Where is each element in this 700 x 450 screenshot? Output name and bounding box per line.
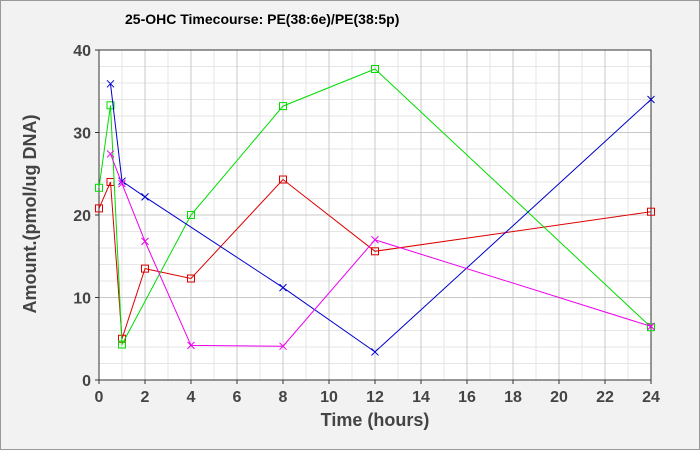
- data-point: [95, 204, 103, 213]
- series-1: [95, 175, 655, 343]
- data-point: [141, 237, 149, 246]
- data-point: [647, 207, 655, 216]
- data-point: [106, 150, 115, 158]
- series-group: [95, 64, 655, 356]
- series-line: [98, 178, 652, 339]
- data-point: [279, 342, 287, 351]
- x-tick-label: 16: [458, 389, 476, 406]
- series-4: [106, 150, 655, 351]
- series-3: [106, 79, 655, 356]
- x-tick-label: 10: [320, 389, 338, 406]
- x-tick-label: 14: [412, 389, 430, 406]
- y-tick-label: 0: [82, 373, 91, 390]
- data-point: [187, 211, 195, 219]
- data-point: [118, 179, 126, 188]
- data-point: [647, 95, 655, 104]
- y-tick-label: 10: [73, 291, 91, 308]
- y-axis-label: Amount.(pmol/ug DNA): [20, 115, 40, 314]
- data-point: [371, 348, 379, 356]
- series-line: [98, 68, 652, 347]
- chart-title: 25-OHC Timecourse: PE(38:6e)/PE(38:5p): [125, 11, 399, 27]
- x-tick-label: 6: [233, 389, 242, 406]
- x-tick-label: 12: [366, 389, 384, 406]
- data-point: [647, 322, 655, 331]
- x-tick-label: 4: [187, 389, 196, 406]
- y-tick-label: 30: [73, 126, 91, 143]
- data-point: [371, 64, 379, 73]
- data-point: [187, 274, 195, 283]
- series-line: [110, 83, 652, 353]
- x-tick-label: 0: [95, 389, 104, 406]
- data-point: [141, 264, 149, 273]
- data-point: [95, 183, 103, 192]
- data-point: [118, 340, 126, 349]
- x-tick-label: 18: [504, 389, 522, 406]
- x-tick-label: 20: [550, 389, 568, 406]
- x-axis-label: Time (hours): [321, 410, 430, 430]
- data-point: [279, 175, 287, 184]
- x-tick-label: 2: [141, 389, 150, 406]
- x-tick-label: 8: [279, 389, 288, 406]
- data-point: [371, 247, 379, 256]
- series-2: [95, 64, 655, 349]
- data-point: [106, 79, 115, 88]
- data-point: [279, 283, 287, 292]
- y-tick-label: 20: [73, 208, 91, 225]
- y-tick-label: 40: [73, 43, 91, 60]
- grid: [98, 49, 652, 381]
- data-point: [187, 341, 195, 350]
- x-tick-label: 24: [642, 389, 660, 406]
- data-point: [371, 235, 379, 244]
- data-point: [647, 323, 655, 332]
- data-point: [106, 101, 115, 110]
- data-point: [279, 102, 287, 111]
- data-point: [141, 192, 149, 201]
- x-tick-label: 22: [596, 389, 614, 406]
